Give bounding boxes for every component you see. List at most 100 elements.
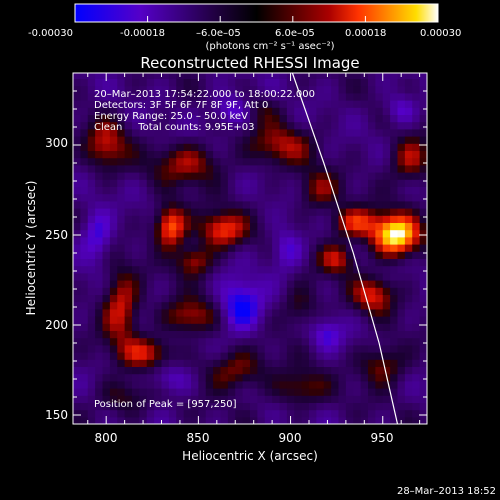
- heatmap-cell: [316, 337, 325, 346]
- heatmap-cell: [80, 179, 89, 187]
- heatmap-cell: [146, 186, 155, 195]
- heatmap-cell: [168, 92, 177, 101]
- heatmap-cell: [404, 280, 413, 288]
- heatmap-cell: [345, 395, 354, 403]
- heatmap-cell: [198, 128, 207, 137]
- heatmap-cell: [294, 186, 303, 195]
- heatmap-cell: [80, 352, 89, 360]
- heatmap-cell: [95, 92, 104, 101]
- heatmap-cell: [412, 251, 421, 259]
- heatmap-cell: [191, 121, 199, 130]
- heatmap-cell: [132, 352, 140, 360]
- heatmap-cell: [213, 359, 222, 367]
- heatmap-cell: [198, 150, 207, 159]
- heatmap-cell: [154, 244, 163, 252]
- heatmap-cell: [294, 107, 303, 115]
- heatmap-cell: [227, 92, 236, 101]
- heatmap-cell: [257, 164, 266, 173]
- heatmap-cell: [345, 388, 354, 396]
- heatmap-cell: [309, 107, 317, 115]
- heatmap-cell: [301, 352, 310, 360]
- heatmap-cell: [205, 208, 214, 216]
- heatmap-cell: [220, 121, 229, 130]
- heatmap-cell: [213, 107, 222, 115]
- heatmap-cell: [272, 388, 281, 396]
- heatmap-cell: [257, 416, 266, 424]
- heatmap-cell: [213, 352, 222, 360]
- heatmap-cell: [139, 215, 148, 223]
- heatmap-cell: [404, 236, 413, 245]
- heatmap-cell: [294, 344, 303, 353]
- heatmap-cell: [264, 107, 273, 115]
- heatmap-cell: [87, 114, 96, 123]
- heatmap-cell: [191, 251, 199, 259]
- heatmap-cell: [360, 100, 369, 108]
- heatmap-cell: [397, 337, 406, 346]
- heatmap-cell: [87, 78, 96, 87]
- heatmap-cell: [345, 193, 354, 202]
- heatmap-cell: [168, 280, 177, 288]
- heatmap-cell: [294, 179, 303, 187]
- heatmap-cell: [309, 208, 317, 216]
- heatmap-cell: [264, 402, 273, 411]
- heatmap-cell: [309, 280, 317, 288]
- heatmap-cell: [294, 330, 303, 339]
- heatmap-cell: [191, 294, 199, 303]
- heatmap-cell: [220, 164, 229, 173]
- heatmap-cell: [198, 344, 207, 353]
- heatmap-cell: [345, 337, 354, 346]
- heatmap-cell: [80, 373, 89, 382]
- heatmap-cell: [345, 251, 354, 259]
- heatmap-cell: [397, 85, 406, 94]
- heatmap-cell: [264, 208, 273, 216]
- heatmap-cell: [213, 208, 222, 216]
- heatmap-cell: [250, 344, 258, 353]
- heatmap-cell: [205, 402, 214, 411]
- heatmap-cell: [286, 164, 295, 173]
- heatmap-cell: [139, 388, 148, 396]
- heatmap-cell: [338, 136, 347, 144]
- heatmap-cell: [109, 244, 118, 252]
- heatmap-cell: [345, 416, 354, 424]
- heatmap-cell: [360, 330, 369, 339]
- heatmap-cell: [368, 287, 376, 295]
- heatmap-cell: [390, 388, 399, 396]
- heatmap-cell: [124, 294, 133, 303]
- heatmap-cell: [132, 236, 140, 245]
- heatmap-cell: [250, 373, 258, 382]
- heatmap-cell: [353, 78, 362, 87]
- heatmap-cell: [279, 294, 288, 303]
- heatmap-cell: [80, 409, 89, 418]
- heatmap-image: [73, 73, 427, 424]
- heatmap-cell: [316, 107, 325, 115]
- heatmap-cell: [176, 107, 185, 115]
- heatmap-cell: [242, 114, 251, 123]
- heatmap-cell: [412, 337, 421, 346]
- heatmap-cell: [183, 186, 192, 195]
- heatmap-cell: [124, 85, 133, 94]
- heatmap-cell: [154, 143, 163, 151]
- heatmap-cell: [404, 186, 413, 195]
- heatmap-cell: [257, 193, 266, 202]
- heatmap-cell: [286, 272, 295, 281]
- heatmap-cell: [331, 344, 340, 353]
- heatmap-cell: [176, 272, 185, 281]
- heatmap-cell: [382, 366, 391, 375]
- heatmap-cell: [109, 236, 118, 245]
- heatmap-cell: [117, 244, 126, 252]
- heatmap-cell: [124, 258, 133, 267]
- heatmap-cell: [109, 316, 118, 324]
- heatmap-cell: [235, 294, 244, 303]
- heatmap-cell: [323, 316, 332, 324]
- heatmap-cell: [183, 200, 192, 209]
- heatmap-cell: [419, 150, 427, 159]
- heatmap-cell: [412, 316, 421, 324]
- heatmap-cell: [338, 366, 347, 375]
- heatmap-cell: [235, 215, 244, 223]
- heatmap-cell: [331, 395, 340, 403]
- heatmap-cell: [161, 316, 170, 324]
- heatmap-cell: [257, 344, 266, 353]
- heatmap-cell: [323, 265, 332, 274]
- heatmap-cell: [102, 258, 111, 267]
- heatmap-cell: [404, 121, 413, 130]
